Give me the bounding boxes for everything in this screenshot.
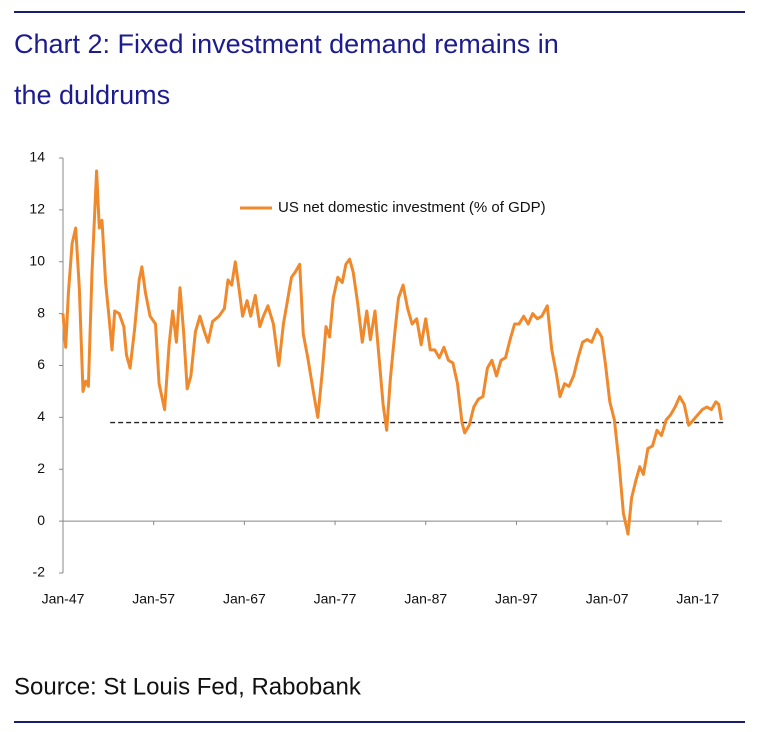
y-tick-label: 12 bbox=[29, 201, 45, 217]
x-tick-label: Jan-67 bbox=[223, 591, 266, 607]
legend-label: US net domestic investment (% of GDP) bbox=[278, 199, 546, 216]
x-tick-label: Jan-07 bbox=[586, 591, 629, 607]
y-tick-label: 14 bbox=[29, 149, 45, 165]
x-tick-label: Jan-87 bbox=[404, 591, 447, 607]
x-tick-label: Jan-57 bbox=[132, 591, 175, 607]
y-tick-label: 4 bbox=[37, 408, 45, 424]
y-tick-label: 2 bbox=[37, 460, 45, 476]
y-tick-label: 8 bbox=[37, 304, 45, 320]
x-tick-label: Jan-47 bbox=[42, 591, 85, 607]
y-tick-label: 6 bbox=[37, 356, 45, 372]
chart-title: Chart 2: Fixed investment demand remains… bbox=[14, 29, 559, 59]
x-tick-label: Jan-97 bbox=[495, 591, 538, 607]
x-tick-label: Jan-77 bbox=[314, 591, 357, 607]
y-tick-label: -2 bbox=[33, 564, 46, 580]
x-tick-label: Jan-17 bbox=[676, 591, 719, 607]
source: Source: St Louis Fed, Rabobank bbox=[14, 673, 362, 700]
y-tick-label: 0 bbox=[37, 512, 45, 528]
y-tick-label: 10 bbox=[29, 252, 45, 268]
chart-title: the duldrums bbox=[14, 80, 170, 110]
data-line bbox=[61, 169, 723, 536]
